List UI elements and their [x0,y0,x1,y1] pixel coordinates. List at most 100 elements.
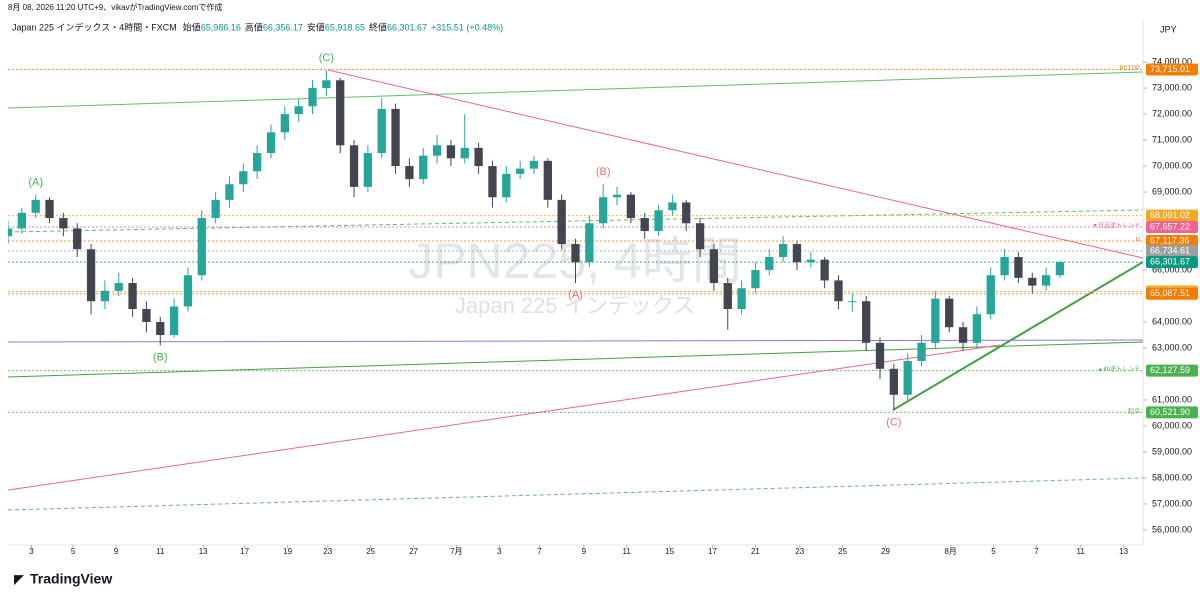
candle-body [114,283,123,291]
level-label: 68,091.02 [1150,210,1190,220]
candle-body [695,223,705,250]
candle-body [156,322,165,335]
x-tick-label: 5 [71,547,76,556]
x-tick-label: 27 [409,547,418,556]
candle-body [765,257,774,271]
logo-mark: ◤ [14,571,24,586]
candle-body [612,194,622,198]
candle-body [931,298,940,343]
candle-body [432,145,442,156]
candle-body [529,160,539,169]
candle-body [848,301,857,303]
trend-line [8,71,1143,109]
candle-body [903,360,912,395]
logo: TradingView [30,571,112,587]
created-note: 8月 08, 2026 11:20 UTC+9、vikavがTradingVie… [8,2,222,12]
x-tick-label: 19 [283,547,292,556]
candle-body [86,249,96,302]
trend-line [8,341,1143,378]
y-tick-label: 70,000.00 [1152,160,1192,170]
level-label: 60,521.90 [1150,407,1190,417]
axes: 74,000.00 73,000.00 72,000.00 71,000.00 70,0… [29,56,1198,556]
candle-body [322,80,331,89]
candle-body [626,194,636,219]
candle-body [599,197,608,224]
symbol: Japan 225 インデックス・4時間・FXCM [12,21,177,32]
ohlc-label: 始値 [183,21,201,32]
ohlc-value: 66,356.17 [263,22,303,32]
y-tick-label: 63,000.00 [1152,342,1192,352]
candle-body [834,280,843,302]
candle-body [391,108,400,167]
level-tag [1146,256,1198,269]
x-tick-label: 7 [537,547,542,556]
x-tick-label: 7月 [450,547,462,556]
x-tick-label: 25 [838,547,847,556]
y-tick-label: 59,000.00 [1152,446,1192,456]
level-tag [1146,244,1198,257]
level-tag [1146,234,1198,247]
level-note: ▼日足逆トレンド [1092,222,1140,230]
y-tick-label: 73,000.00 [1152,82,1192,92]
currency: JPY [1160,24,1177,34]
candle-body [557,199,566,245]
candle-body [239,171,248,185]
candle-body [778,244,788,258]
x-tick-label: 15 [665,547,674,556]
candle-body [183,275,193,307]
candle-body [460,147,469,159]
candle-body [1014,257,1023,278]
candle-body [142,309,151,323]
wave-label: (A) [28,177,43,189]
candle-body [419,155,428,180]
candle-body [377,108,386,154]
ohlc-value: 65,986.16 [201,22,241,32]
trend-line [892,261,1143,411]
candle-body [945,298,954,328]
level-label: 67,117.36 [1150,235,1189,245]
candle-body [336,80,345,146]
candle-body [294,106,303,115]
y-tick-label: 56,000.00 [1152,524,1192,534]
trend-line [8,339,1143,343]
y-tick-label: 60,000.00 [1152,420,1192,430]
candle-body [889,368,899,395]
x-tick-label: 23 [323,547,332,556]
candle-body [45,199,54,219]
level-tag [1146,209,1198,222]
candle-body [515,168,525,174]
candle-body [1055,262,1065,276]
candle-body [723,283,732,310]
candle-body [197,218,206,276]
x-tick-label: 11 [1077,547,1086,556]
candle-body [100,290,110,302]
candle-body [737,288,746,310]
x-tick-label: 3 [29,547,34,556]
candle-body [266,132,276,154]
wave-label: (C) [319,52,334,64]
candle-body [751,270,760,289]
x-tick-label: 17 [708,547,717,556]
y-tick-label: 61,000.00 [1152,394,1192,404]
level-tag [1146,63,1198,76]
x-tick-label: 5 [991,547,996,556]
plot: (A) (B) (C) (A) (B) (C) [8,52,1143,428]
x-tick-label: 13 [199,547,208,556]
candle-body [17,212,26,229]
x-tick-label: 13 [1119,547,1128,556]
y-tick-label: 71,000.00 [1152,134,1192,144]
candle-body [571,244,580,263]
candle-body [792,244,802,263]
candle-body [585,223,594,263]
y-tick-label: 74,000.00 [1152,56,1192,66]
ohlc-value: 66,301.67 [387,22,427,32]
candle-body [73,228,82,250]
y-tick-label: 64,000.00 [1152,316,1192,326]
ohlc-label: 終値 [369,21,387,32]
x-tick-label: 17 [240,547,249,556]
trend-line [8,209,1143,233]
level-note: PCTOP [1119,66,1140,72]
x-tick-label: 25 [366,547,375,556]
x-tick-label: 3 [497,547,502,556]
ohlc-label: 高値 [245,21,263,32]
